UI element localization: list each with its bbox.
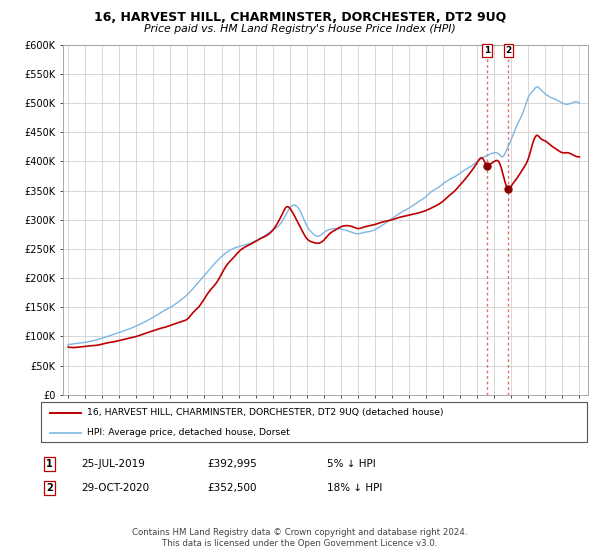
Text: 29-OCT-2020: 29-OCT-2020 bbox=[81, 483, 149, 493]
Text: HPI: Average price, detached house, Dorset: HPI: Average price, detached house, Dors… bbox=[87, 428, 290, 437]
Text: 18% ↓ HPI: 18% ↓ HPI bbox=[327, 483, 382, 493]
Text: 2: 2 bbox=[505, 46, 512, 55]
Text: £352,500: £352,500 bbox=[207, 483, 257, 493]
Text: 25-JUL-2019: 25-JUL-2019 bbox=[81, 459, 145, 469]
Text: 2: 2 bbox=[46, 483, 53, 493]
Text: £392,995: £392,995 bbox=[207, 459, 257, 469]
Text: 1: 1 bbox=[46, 459, 53, 469]
Text: Price paid vs. HM Land Registry's House Price Index (HPI): Price paid vs. HM Land Registry's House … bbox=[144, 24, 456, 34]
Text: Contains HM Land Registry data © Crown copyright and database right 2024.
This d: Contains HM Land Registry data © Crown c… bbox=[132, 528, 468, 548]
Text: 16, HARVEST HILL, CHARMINSTER, DORCHESTER, DT2 9UQ (detached house): 16, HARVEST HILL, CHARMINSTER, DORCHESTE… bbox=[87, 408, 444, 417]
Text: 16, HARVEST HILL, CHARMINSTER, DORCHESTER, DT2 9UQ: 16, HARVEST HILL, CHARMINSTER, DORCHESTE… bbox=[94, 11, 506, 24]
Text: 1: 1 bbox=[484, 46, 490, 55]
Text: 5% ↓ HPI: 5% ↓ HPI bbox=[327, 459, 376, 469]
